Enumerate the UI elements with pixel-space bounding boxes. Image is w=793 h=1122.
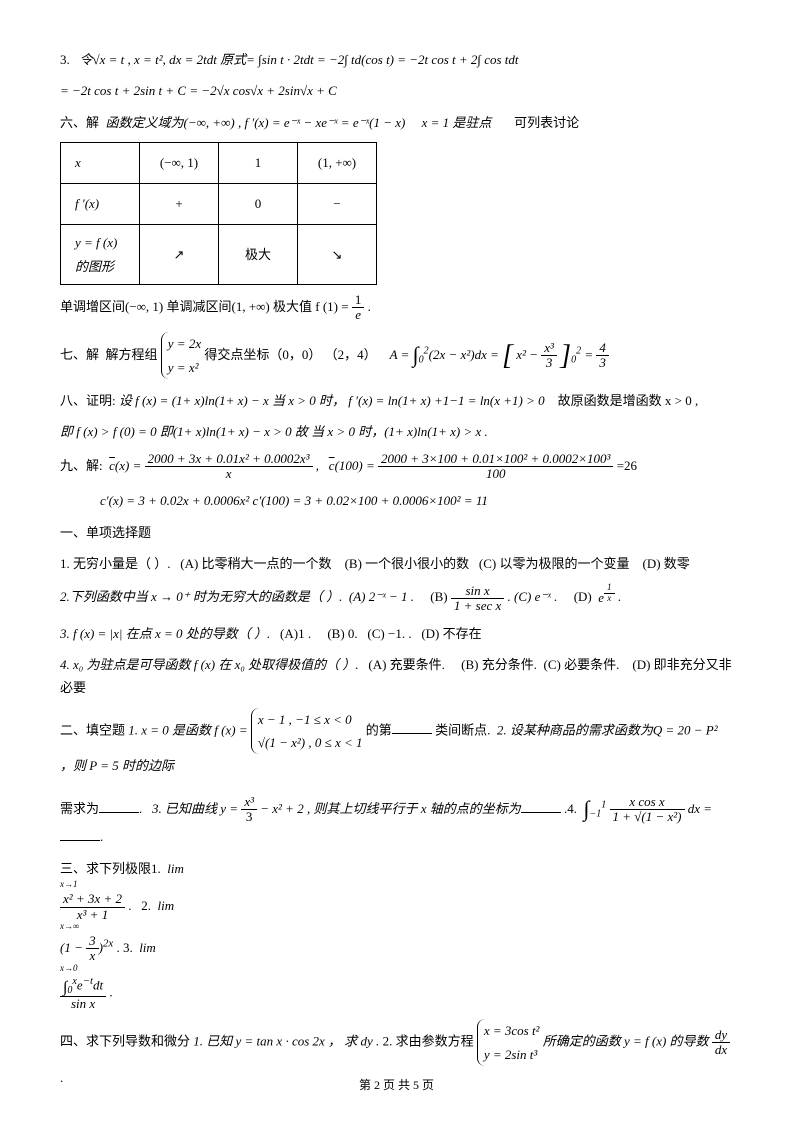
q7-area-formula: A = ∫02(2x − x²)dx = [ x² − x³3 ]02 = 43	[390, 347, 609, 362]
q6-conc-text: 单调增区间(−∞, 1) 单调减区间(1, +∞) 极大值 f (1) =	[60, 299, 349, 314]
mc4: 4. x₀ 为驻点是可导函数 f (x) 在 x₀ 处取得极值的（ ）. (A)…	[60, 653, 733, 700]
q7-t1: 解方程组	[106, 347, 158, 362]
table-row: f ′(x) + 0 −	[61, 184, 377, 225]
q8-end: 故原函数是增函数 x > 0 ,	[558, 393, 699, 408]
blank-2	[99, 799, 139, 813]
mc3: 3. f (x) = |x| 在点 x = 0 处的导数（ ）. (A)1 . …	[60, 622, 733, 645]
q3-line1: 3. 令√x = t , x = t², dx = 2tdt 原式= ∫sin …	[60, 48, 733, 71]
deriv-title: 四、求下列导数和微分	[60, 1034, 190, 1049]
fill-line1: 二、填空题 1. x = 0 是函数 f (x) = x − 1 , −1 ≤ …	[60, 708, 733, 778]
limits-line: 三、求下列极限1. limx→1 x² + 3x + 2x³ + 1 . 2. …	[60, 857, 733, 1011]
q7-t2: 得交点坐标（0，0） （2，4）	[204, 347, 376, 362]
q8-l1: 八、证明: 设 f (x) = (1+ x)ln(1+ x) − x 当 x >…	[60, 389, 733, 412]
q6-t2: x = 1 是驻点	[422, 115, 492, 130]
cell: 极大	[219, 225, 298, 285]
cell: (1, +∞)	[298, 143, 377, 184]
q6-sign-table: x (−∞, 1) 1 (1, +∞) f ′(x) + 0 − y = f (…	[60, 142, 377, 285]
q6-prefix: 六、解	[60, 115, 99, 130]
q6-t3: 可列表讨论	[514, 115, 579, 130]
cbar-frac: 2000 + 3x + 0.01x² + 0.0002x³ x	[145, 452, 313, 482]
blank-4	[60, 827, 100, 841]
mc2-b-frac: sin x 1 + sec x	[451, 584, 504, 614]
param-sys: x = 3cos t² y = 2sin t³	[477, 1019, 540, 1066]
fill-title: 二、填空题	[60, 722, 125, 737]
table-row: x (−∞, 1) 1 (1, +∞)	[61, 143, 377, 184]
table-row: y = f (x) 的图形 ↗ 极大 ↘	[61, 225, 377, 285]
cell: y = f (x) 的图形	[61, 225, 140, 285]
c100-val: =26	[617, 458, 637, 473]
q8-f1: 设 f (x) = (1+ x)ln(1+ x) − x 当 x > 0 时， …	[119, 393, 545, 408]
q9-prefix: 九、解:	[60, 458, 103, 473]
cell: ↗	[140, 225, 219, 285]
cell: f ′(x)	[61, 184, 140, 225]
cell: (−∞, 1)	[140, 143, 219, 184]
page-footer: 第 2 页 共 5 页	[0, 1075, 793, 1097]
blank-3	[521, 799, 561, 813]
mc1: 1. 无穷小量是（ ）. (A) 比零稍大一点的一个数 (B) 一个很小很小的数…	[60, 552, 733, 575]
q9-l1: 九、解: c(x) = 2000 + 3x + 0.01x² + 0.0002x…	[60, 452, 733, 482]
cell: ↘	[298, 225, 377, 285]
q6-t1: 函数定义域为(−∞, +∞) , f ′(x) = e⁻ˣ − xe⁻ˣ = e…	[106, 115, 406, 130]
mc2: 2.下列函数中当 x → 0⁺ 时为无穷大的函数是（ ）. (A) 2⁻ˣ − …	[60, 583, 733, 613]
q7-prefix: 七、解	[60, 347, 99, 362]
q8-l2: 即 f (x) > f (0) = 0 即(1+ x)ln(1+ x) − x …	[60, 420, 733, 443]
q8-prefix: 八、证明:	[60, 393, 116, 408]
q3-line2: = −2t cos t + 2sin t + C = −2√x cos√x + …	[60, 79, 733, 102]
q9-cprime: c′(x) = 3 + 0.02x + 0.0006x² c′(100) = 3…	[100, 489, 733, 512]
blank-1	[392, 720, 432, 734]
q6-head: 六、解 函数定义域为(−∞, +∞) , f ′(x) = e⁻ˣ − xe⁻ˣ…	[60, 111, 733, 134]
cell: +	[140, 184, 219, 225]
frac-1-e: 1 e	[352, 293, 365, 323]
q3-num: 3.	[60, 52, 70, 67]
cell: 1	[219, 143, 298, 184]
q6-conclusion: 单调增区间(−∞, 1) 单调减区间(1, +∞) 极大值 f (1) = 1 …	[60, 293, 733, 323]
piecewise: x − 1 , −1 ≤ x < 0 √(1 − x²) , 0 ≤ x < 1	[251, 708, 363, 755]
limits-title: 三、求下列极限	[60, 861, 151, 876]
q7-line: 七、解 解方程组 y = 2x y = x² 得交点坐标（0，0） （2，4） …	[60, 331, 733, 381]
cell: 0	[219, 184, 298, 225]
cell: x	[61, 143, 140, 184]
section1-title: 一、单项选择题	[60, 521, 733, 544]
fill-line2: 需求为. 3. 已知曲线 y = x³3 − x² + 2 , 则其上切线平行于…	[60, 786, 733, 849]
q7-system: y = 2x y = x²	[161, 332, 201, 379]
q3-formula1: 令√x = t , x = t², dx = 2tdt 原式= ∫sin t ·…	[80, 52, 519, 67]
cell: −	[298, 184, 377, 225]
c100-frac: 2000 + 3×100 + 0.01×100² + 0.0002×100³ 1…	[378, 452, 613, 482]
